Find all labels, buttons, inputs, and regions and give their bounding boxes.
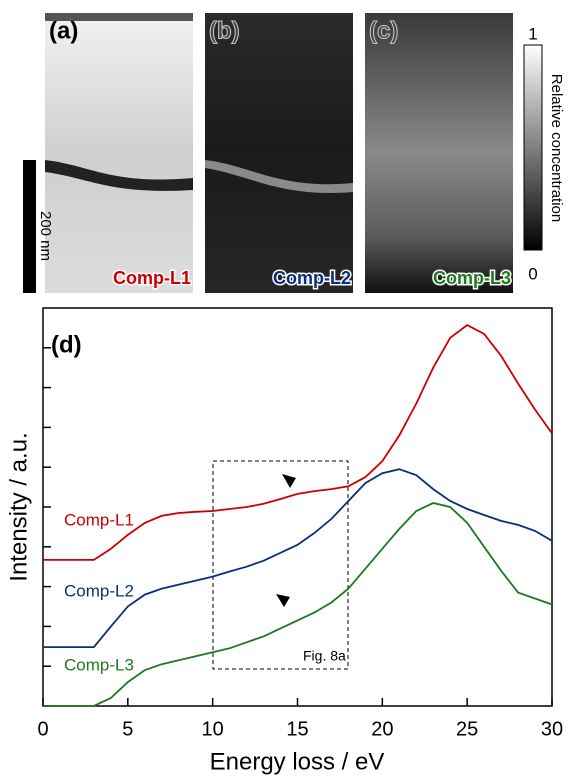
map-image bbox=[45, 13, 193, 293]
x-axis-label: Energy loss / eV bbox=[210, 748, 385, 775]
y-axis-label: Intensity / a.u. bbox=[5, 432, 32, 581]
series-line bbox=[43, 324, 553, 561]
x-tick-label: 0 bbox=[37, 718, 48, 740]
x-tick-label: 25 bbox=[456, 718, 478, 740]
legend-label: Comp-L2 bbox=[64, 581, 134, 600]
panel-label: (b) bbox=[209, 17, 240, 44]
zoom-box bbox=[212, 460, 349, 670]
panel-label: (c) bbox=[369, 17, 398, 44]
map-edge bbox=[45, 13, 193, 21]
map-image bbox=[365, 13, 513, 293]
map-band bbox=[45, 160, 193, 191]
colorbar-label: Relative concentration bbox=[548, 74, 565, 222]
x-tick-label: 10 bbox=[202, 718, 224, 740]
plot-frame bbox=[42, 307, 553, 707]
arrow bbox=[282, 474, 296, 488]
map-band bbox=[205, 160, 353, 193]
map-image bbox=[205, 13, 353, 293]
component-label: Comp-L2 bbox=[273, 268, 351, 288]
arrow bbox=[276, 594, 290, 607]
panel-label: (a) bbox=[49, 17, 78, 44]
scale-bar-label: 200 nm bbox=[37, 211, 54, 261]
annotation: Fig. 8a bbox=[303, 648, 346, 664]
component-label: Comp-L3 bbox=[433, 268, 511, 288]
legend-label: Comp-L3 bbox=[64, 655, 134, 674]
legend-label: Comp-L1 bbox=[64, 510, 134, 529]
x-tick-label: 5 bbox=[122, 718, 133, 740]
series-line bbox=[43, 502, 553, 707]
colorbar-tick-label: 1 bbox=[528, 24, 537, 43]
series-line bbox=[43, 468, 553, 648]
colorbar bbox=[523, 44, 543, 251]
x-tick-label: 15 bbox=[286, 718, 308, 740]
panel-label: (d) bbox=[51, 331, 82, 358]
colorbar-tick-label: 0 bbox=[528, 264, 537, 283]
x-tick-label: 20 bbox=[371, 718, 393, 740]
component-label: Comp-L1 bbox=[113, 268, 191, 288]
x-tick-label: 30 bbox=[541, 718, 563, 740]
scale-bar bbox=[23, 160, 36, 293]
